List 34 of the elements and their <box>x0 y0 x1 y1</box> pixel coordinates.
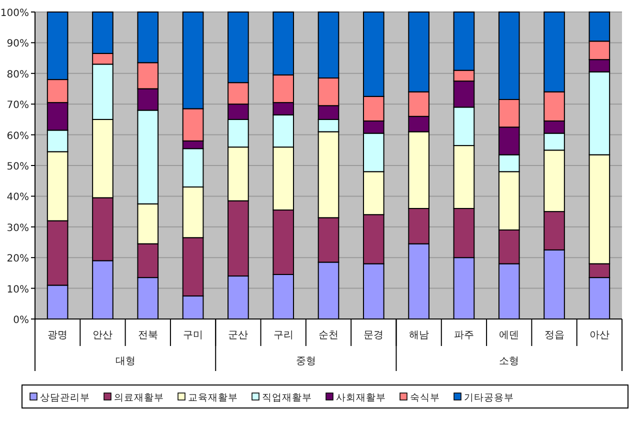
y-tick-label: 50% <box>6 162 29 172</box>
y-tick-label: 70% <box>6 100 29 112</box>
x-tick-label: 군산 <box>228 330 248 341</box>
text: 소형 <box>499 356 520 367</box>
x-tick-label: 문경 <box>364 330 384 341</box>
x-tick-label: 에덴 <box>499 330 520 341</box>
text: 대형 <box>115 356 136 367</box>
legend-label: 교육재활부 <box>188 392 238 404</box>
x-tick-label: 순천 <box>318 330 338 341</box>
legend-label: 사회재활부 <box>336 392 386 404</box>
x-tick-label: 구미 <box>183 330 204 341</box>
legend-label: 의료재활부 <box>114 392 164 404</box>
legend-label: 상담관리부 <box>40 392 90 404</box>
legend-label: 숙식부 <box>410 392 440 404</box>
y-tick-label: 20% <box>6 254 29 265</box>
y-tick-label: 30% <box>6 222 29 234</box>
legend-label: 직업재활부 <box>262 392 312 404</box>
x-tick-label: 파주 <box>454 330 474 341</box>
x-tick-label: 정읍 <box>544 330 564 341</box>
y-tick-label: 100% <box>0 8 29 19</box>
legend-label: 기타공용부 <box>464 392 514 404</box>
x-tick-label: 안산 <box>92 330 113 341</box>
x-tick-label: 아산 <box>589 330 610 341</box>
x-tick-label: 광명 <box>48 330 68 341</box>
y-tick-label: 90% <box>6 38 29 50</box>
y-tick-label: 60% <box>6 130 29 142</box>
y-tick-label: 40% <box>6 192 29 204</box>
x-tick-label: 해남 <box>408 330 429 341</box>
text: 중형 <box>296 356 316 367</box>
y-tick-label: 0% <box>13 315 29 326</box>
y-tick-label: 10% <box>6 284 29 296</box>
x-tick-label: 구리 <box>273 330 294 341</box>
x-tick-label: 전북 <box>138 330 158 341</box>
y-tick-label: 80% <box>6 69 29 80</box>
